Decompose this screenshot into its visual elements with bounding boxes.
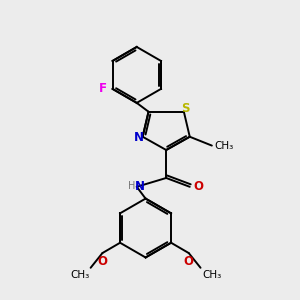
Text: O: O [193,180,203,193]
Text: H: H [128,181,135,191]
Text: CH₃: CH₃ [70,270,89,280]
Text: O: O [98,254,107,268]
Text: CH₃: CH₃ [202,270,221,280]
Text: N: N [134,131,144,144]
Text: F: F [99,82,107,95]
Text: S: S [181,102,190,115]
Text: O: O [184,254,194,268]
Text: CH₃: CH₃ [214,141,233,151]
Text: N: N [135,180,145,193]
